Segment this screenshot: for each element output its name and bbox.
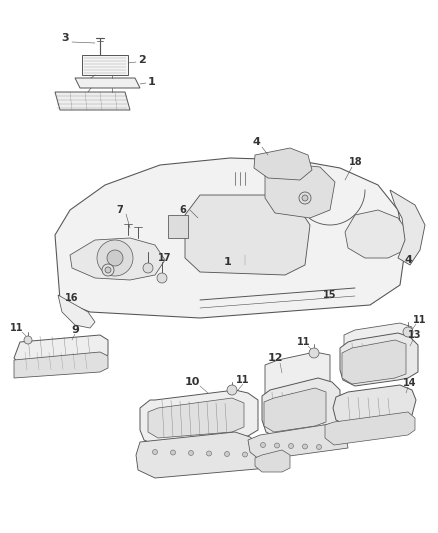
Circle shape: [299, 192, 311, 204]
Polygon shape: [342, 340, 406, 384]
Polygon shape: [168, 215, 188, 238]
Polygon shape: [75, 78, 140, 88]
Polygon shape: [70, 238, 165, 280]
Circle shape: [289, 443, 293, 448]
Circle shape: [309, 348, 319, 358]
Text: 7: 7: [117, 205, 124, 215]
Polygon shape: [264, 388, 326, 432]
Circle shape: [188, 450, 194, 456]
Polygon shape: [55, 158, 405, 318]
Polygon shape: [265, 162, 335, 218]
Circle shape: [261, 442, 265, 448]
Polygon shape: [325, 412, 415, 445]
Polygon shape: [255, 450, 290, 472]
Text: 14: 14: [403, 378, 417, 388]
Polygon shape: [265, 352, 330, 425]
Polygon shape: [148, 398, 244, 438]
Polygon shape: [185, 195, 310, 275]
Circle shape: [105, 267, 111, 273]
Text: 11: 11: [297, 337, 311, 347]
Circle shape: [243, 452, 247, 457]
Text: 11: 11: [413, 315, 427, 325]
Text: 4: 4: [404, 255, 412, 265]
Polygon shape: [136, 432, 270, 478]
Polygon shape: [14, 335, 108, 365]
Text: 18: 18: [349, 157, 363, 167]
Text: 6: 6: [180, 205, 187, 215]
Polygon shape: [262, 378, 340, 438]
Circle shape: [206, 451, 212, 456]
Circle shape: [97, 240, 133, 276]
Circle shape: [170, 450, 176, 455]
Polygon shape: [248, 424, 348, 460]
Circle shape: [317, 445, 321, 449]
Circle shape: [303, 444, 307, 449]
Polygon shape: [14, 352, 108, 378]
Text: 10: 10: [184, 377, 200, 387]
Text: 4: 4: [252, 137, 260, 147]
Circle shape: [275, 443, 279, 448]
Text: 1: 1: [148, 77, 156, 87]
Polygon shape: [254, 148, 312, 180]
Text: 16: 16: [65, 293, 79, 303]
Polygon shape: [345, 210, 408, 258]
Text: 11: 11: [10, 323, 24, 333]
Polygon shape: [82, 55, 128, 75]
Circle shape: [24, 336, 32, 344]
Circle shape: [157, 273, 167, 283]
Polygon shape: [390, 190, 425, 265]
Circle shape: [225, 451, 230, 456]
Text: 15: 15: [323, 290, 337, 300]
Circle shape: [102, 264, 114, 276]
Text: 9: 9: [71, 325, 79, 335]
Text: 3: 3: [61, 33, 69, 43]
Circle shape: [227, 385, 237, 395]
Text: 12: 12: [267, 353, 283, 363]
Text: 17: 17: [158, 253, 172, 263]
Text: 11: 11: [236, 375, 250, 385]
Polygon shape: [340, 333, 418, 386]
Polygon shape: [333, 385, 416, 426]
Polygon shape: [344, 323, 412, 378]
Polygon shape: [58, 295, 95, 328]
Circle shape: [152, 449, 158, 455]
Circle shape: [143, 263, 153, 273]
Text: 1: 1: [224, 257, 232, 267]
Circle shape: [403, 327, 413, 337]
Circle shape: [107, 250, 123, 266]
Circle shape: [302, 195, 308, 201]
Polygon shape: [55, 92, 130, 110]
Polygon shape: [140, 390, 258, 445]
Text: 13: 13: [408, 330, 422, 340]
Text: 2: 2: [138, 55, 146, 65]
